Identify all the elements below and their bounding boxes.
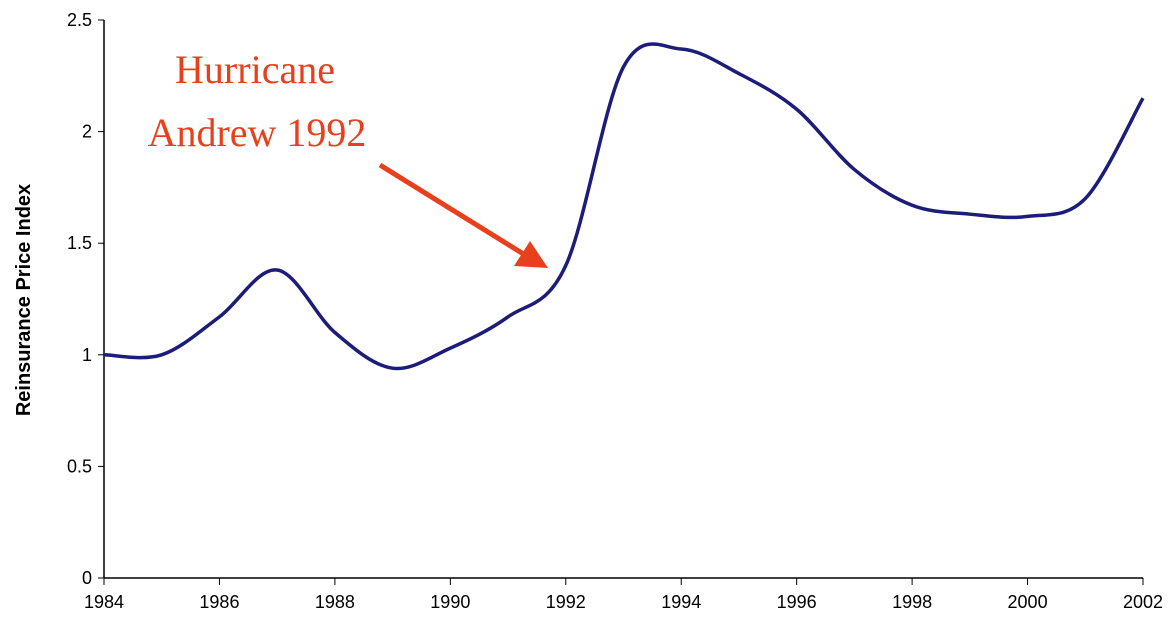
x-tick-label: 1984 — [84, 592, 124, 612]
x-tick-label: 2002 — [1123, 592, 1163, 612]
x-tick-label: 1996 — [777, 592, 817, 612]
y-tick-label: 2 — [82, 122, 92, 142]
x-tick-label: 2000 — [1008, 592, 1048, 612]
annotation: Hurricane Andrew 1992 — [148, 47, 548, 268]
y-tick-label: 0.5 — [67, 456, 92, 476]
x-tick-label: 1998 — [892, 592, 932, 612]
y-axis-label: Reinsurance Price Index — [13, 184, 35, 416]
x-tick-label: 1992 — [546, 592, 586, 612]
x-tick-label: 1990 — [430, 592, 470, 612]
annotation-line: Hurricane — [175, 47, 335, 92]
y-tick-label: 1.5 — [67, 233, 92, 253]
x-tick-label: 1986 — [199, 592, 239, 612]
x-tick-label: 1988 — [315, 592, 355, 612]
data-line — [103, 42, 1145, 371]
y-tick-label: 2.5 — [67, 10, 92, 30]
annotation-arrow — [378, 162, 527, 258]
x-tick-label: 1994 — [661, 592, 701, 612]
annotation-line: Andrew 1992 — [148, 110, 367, 155]
y-tick-label: 1 — [82, 345, 92, 365]
annotation-arrowhead — [514, 241, 548, 268]
y-tick-label: 0 — [82, 568, 92, 588]
